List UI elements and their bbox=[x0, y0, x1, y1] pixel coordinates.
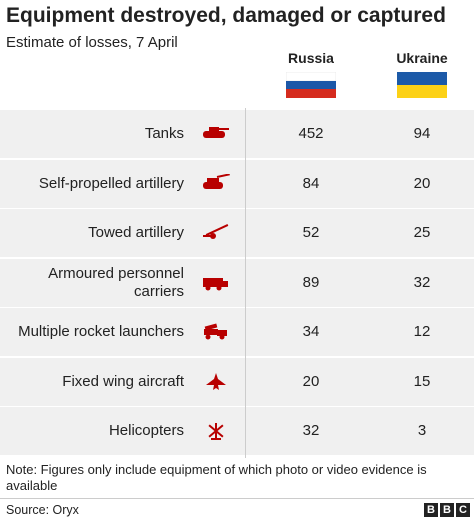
subtitle: Estimate of losses, 7 April bbox=[6, 34, 178, 51]
cell-value: 20 bbox=[413, 174, 431, 192]
cell-value: 32 bbox=[302, 422, 320, 439]
rule bbox=[0, 498, 474, 499]
row-label: carriers bbox=[133, 282, 184, 300]
bbc-logo: B bbox=[440, 503, 454, 517]
equipment-icon bbox=[206, 372, 226, 390]
cell-value: 15 bbox=[413, 372, 431, 390]
equipment-icon bbox=[208, 423, 224, 440]
source: Source: Oryx bbox=[6, 503, 79, 517]
cell-value: 94 bbox=[413, 125, 431, 142]
equipment-icon bbox=[204, 323, 227, 340]
table-row: Helicopters 32 3 bbox=[0, 407, 474, 455]
row-label: Fixed wing aircraft bbox=[62, 372, 184, 390]
row-label: Self-propelled artillery bbox=[38, 174, 184, 192]
column-header: Ukraine bbox=[396, 50, 448, 66]
cell-value: 452 bbox=[298, 125, 324, 142]
title: Equipment destroyed, damaged or captured bbox=[6, 4, 446, 27]
row-label: Tanks bbox=[144, 125, 184, 142]
cell-value: 84 bbox=[302, 174, 320, 192]
row-label: Multiple rocket launchers bbox=[18, 323, 184, 340]
equipment-icon bbox=[203, 173, 230, 189]
cell-value: 32 bbox=[413, 273, 431, 291]
table-row: Towed artillery 52 25 bbox=[0, 209, 474, 257]
cell-value: 20 bbox=[302, 372, 320, 390]
divider bbox=[245, 108, 246, 458]
equipment-icon bbox=[203, 224, 229, 239]
equipment-icon bbox=[203, 277, 228, 290]
ukraine-flag bbox=[397, 72, 447, 98]
russia-flag bbox=[286, 72, 336, 98]
cell-value: 25 bbox=[413, 224, 431, 241]
table-row: Self-propelled artillery 84 20 bbox=[0, 159, 474, 208]
table-row: Fixed wing aircraft 20 15 bbox=[0, 357, 474, 406]
row-label: Helicopters bbox=[108, 422, 184, 439]
column-header: Russia bbox=[288, 50, 334, 66]
cell-value: 34 bbox=[302, 323, 320, 340]
cell-value: 52 bbox=[302, 224, 320, 241]
table-row: Multiple rocket launchers 34 12 bbox=[0, 308, 474, 356]
cell-value: 89 bbox=[302, 273, 320, 291]
bbc-logo: C bbox=[456, 503, 470, 517]
row-label: Armoured personnel bbox=[48, 264, 184, 282]
table-row: Tanks 452 94 bbox=[0, 110, 474, 158]
cell-value: 12 bbox=[413, 323, 431, 340]
row-label: Towed artillery bbox=[88, 224, 184, 241]
equipment-icon bbox=[203, 127, 229, 138]
note: Note: Figures only include equipment of … bbox=[6, 462, 427, 493]
table-row: Armoured personnel carriers 89 32 bbox=[0, 258, 474, 307]
bbc-logo: B bbox=[424, 503, 438, 517]
cell-value: 3 bbox=[417, 422, 427, 439]
